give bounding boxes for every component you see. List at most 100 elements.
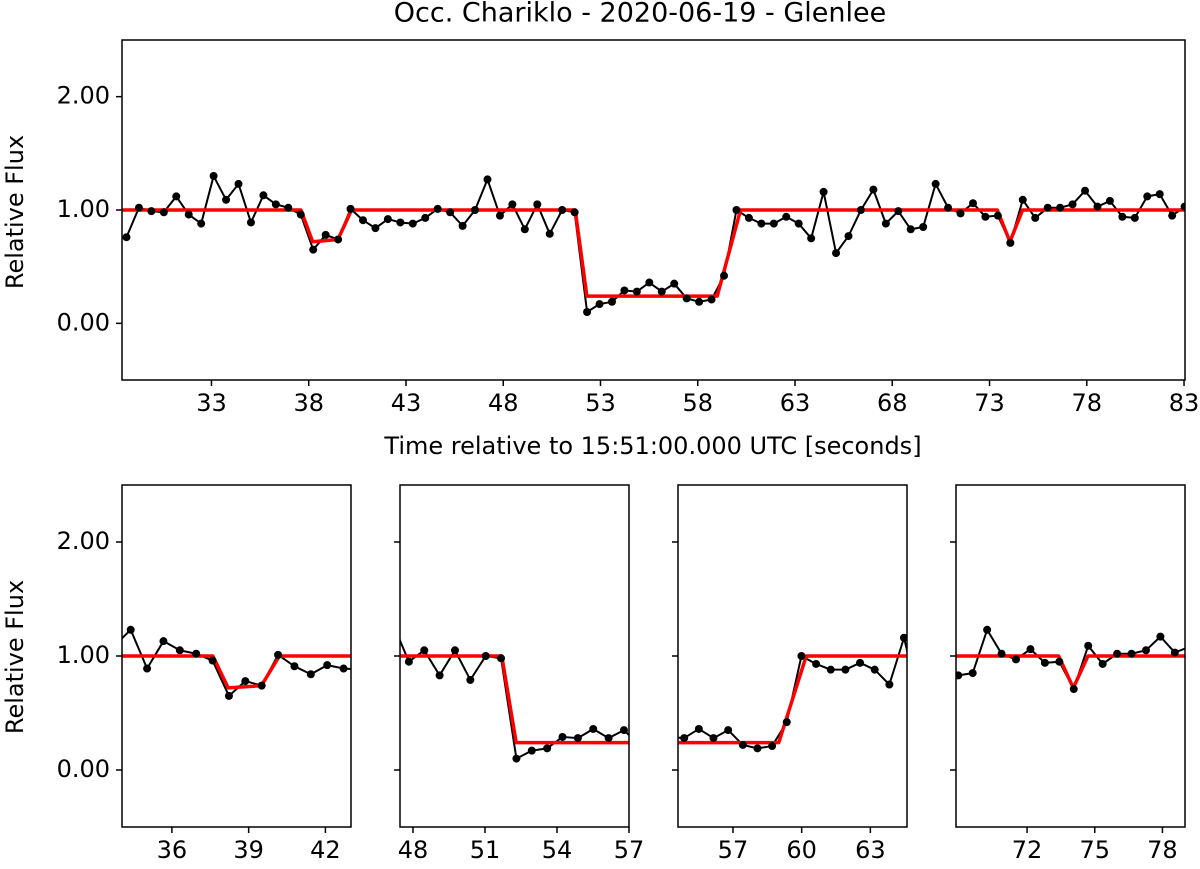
data-point <box>446 208 455 217</box>
data-point <box>757 219 766 228</box>
data-point <box>1118 212 1127 221</box>
data-point <box>533 200 542 209</box>
x-tick-label: 58 <box>682 389 713 417</box>
series-line <box>400 654 629 745</box>
data-point <box>458 221 467 230</box>
data-point <box>184 210 193 219</box>
data-point <box>172 192 181 201</box>
x-tick-label: 78 <box>1071 389 1102 417</box>
data-point <box>782 212 791 221</box>
series-line <box>678 636 907 750</box>
series-line <box>400 638 629 760</box>
data-point <box>520 225 529 234</box>
data-point <box>768 742 777 751</box>
data-point <box>1143 192 1152 201</box>
data-point <box>1180 202 1185 211</box>
data-point <box>339 664 348 673</box>
data-point <box>870 665 879 674</box>
data-point <box>527 746 536 755</box>
data-point <box>1093 202 1102 211</box>
data-point <box>826 665 835 674</box>
data-point <box>619 726 628 735</box>
data-point <box>346 204 355 213</box>
data-point <box>175 646 184 655</box>
data-point <box>1098 659 1107 668</box>
data-point <box>968 199 977 208</box>
data-point <box>497 654 506 663</box>
data-point <box>869 185 878 194</box>
data-point <box>1043 203 1052 212</box>
data-point <box>1168 211 1177 220</box>
data-point <box>208 656 217 665</box>
data-point <box>306 670 315 679</box>
data-point <box>894 207 903 216</box>
data-point <box>371 224 380 233</box>
data-point <box>481 652 490 660</box>
series-line <box>678 654 907 745</box>
data-point <box>983 625 992 634</box>
data-point <box>143 664 152 673</box>
data-point <box>1170 648 1179 657</box>
data-point <box>589 724 598 733</box>
x-tick-label: 48 <box>398 836 429 864</box>
data-point <box>421 213 430 222</box>
data-point <box>968 669 977 678</box>
data-point <box>471 206 480 214</box>
data-point <box>558 732 567 741</box>
x-axis-label: Time relative to 15:51:00.000 UTC [secon… <box>383 432 921 460</box>
data-point <box>1040 658 1049 667</box>
data-point <box>1084 641 1093 650</box>
data-point <box>1081 186 1090 195</box>
data-point <box>738 740 747 749</box>
series-line <box>956 628 1185 691</box>
series-line <box>122 628 351 697</box>
data-point <box>284 203 293 212</box>
data-point <box>274 650 283 659</box>
x-tick-label: 57 <box>614 836 645 864</box>
data-point <box>956 209 965 218</box>
data-point <box>670 279 679 288</box>
data-point <box>466 675 475 684</box>
data-point <box>1069 685 1078 694</box>
data-point <box>812 659 821 668</box>
data-point <box>856 206 865 214</box>
x-tick-label: 68 <box>877 389 908 417</box>
data-point <box>224 691 233 700</box>
data-point <box>483 175 492 184</box>
x-tick-label: 63 <box>855 836 886 864</box>
data-point <box>657 287 666 296</box>
data-point <box>545 229 554 238</box>
data-point <box>819 187 828 196</box>
data-point <box>583 308 592 316</box>
data-point <box>680 734 689 743</box>
data-point <box>782 718 791 727</box>
data-point <box>1105 196 1114 205</box>
x-tick-label: 43 <box>391 389 422 417</box>
x-tick-label: 72 <box>1012 836 1043 864</box>
data-point <box>1031 213 1040 222</box>
x-tick-label: 36 <box>157 836 188 864</box>
x-tick-label: 83 <box>1169 389 1200 417</box>
data-point <box>956 671 963 680</box>
x-tick-label: 78 <box>1147 836 1178 864</box>
data-point <box>122 233 131 242</box>
data-point <box>906 225 915 234</box>
data-point <box>1141 646 1150 655</box>
data-point <box>919 223 928 231</box>
data-point <box>433 204 442 213</box>
data-point <box>290 662 299 671</box>
data-point <box>271 200 280 209</box>
data-point <box>408 219 417 228</box>
data-point <box>126 625 135 634</box>
series-line <box>122 654 351 690</box>
data-point <box>607 297 616 306</box>
data-point <box>707 295 716 304</box>
data-point <box>296 210 305 219</box>
data-point <box>844 232 853 241</box>
data-point <box>450 646 459 655</box>
y-tick-label: 0.00 <box>57 755 110 783</box>
data-point <box>881 219 890 228</box>
data-point <box>159 208 168 217</box>
data-point <box>732 206 741 214</box>
